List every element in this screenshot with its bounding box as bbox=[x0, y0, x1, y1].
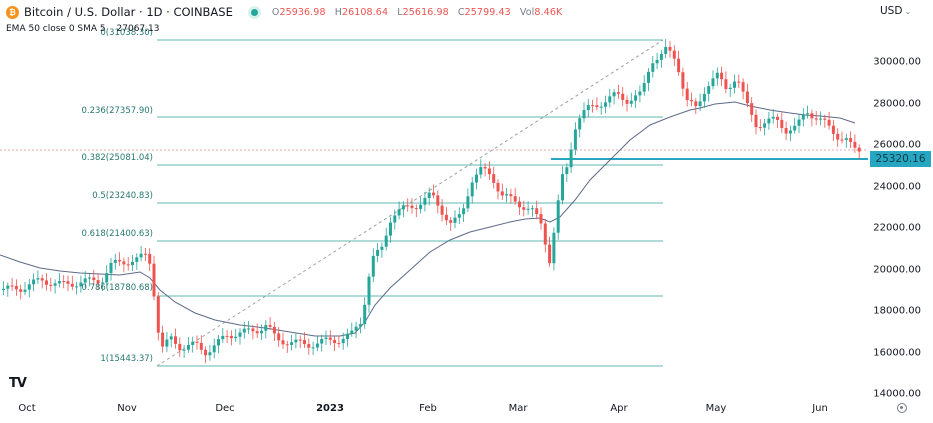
y-label: 28000.00 bbox=[873, 98, 921, 110]
y-label: 26000.00 bbox=[873, 139, 921, 151]
indicator-value: 27067.13 bbox=[116, 24, 160, 34]
fib-label-0786: 0.786(18780.68) bbox=[81, 283, 153, 293]
high-value: 26108.64 bbox=[341, 6, 389, 18]
close-value: 25799.43 bbox=[464, 6, 511, 18]
close-key: C bbox=[457, 6, 465, 18]
x-label: Feb bbox=[419, 403, 437, 414]
x-label: 2023 bbox=[316, 403, 344, 414]
time-axis[interactable]: Oct Nov Dec 2023 Feb Mar Apr May Jun bbox=[0, 398, 933, 423]
indicator-legend[interactable]: EMA 50 close 0 SMA 5 27067.13 bbox=[6, 24, 159, 34]
fib-trendline[interactable] bbox=[156, 39, 664, 367]
x-label: Apr bbox=[610, 403, 628, 414]
fib-label-0618: 0.618(21400.63) bbox=[81, 229, 153, 239]
price-axis[interactable]: 30000.00 28000.00 26000.00 24000.00 2200… bbox=[868, 0, 933, 423]
market-status-icon[interactable] bbox=[250, 8, 258, 16]
currency-label: USD bbox=[880, 5, 903, 17]
y-label: 30000.00 bbox=[873, 56, 921, 68]
y-label: 16000.00 bbox=[873, 347, 921, 359]
x-label: Jun bbox=[812, 403, 828, 414]
settings-gear-icon[interactable] bbox=[897, 403, 907, 413]
fib-label-1: 1(15443.37) bbox=[100, 354, 153, 364]
y-label: 20000.00 bbox=[873, 264, 921, 276]
fib-label-0236: 0.236(27357.90) bbox=[81, 106, 153, 116]
price-chart[interactable] bbox=[0, 0, 868, 398]
high-key: H bbox=[334, 6, 342, 18]
fib-label-05: 0.5(23240.83) bbox=[92, 191, 153, 201]
chevron-down-icon: ⌄ bbox=[904, 7, 912, 16]
x-label: Dec bbox=[215, 403, 235, 414]
x-label: Nov bbox=[117, 403, 137, 414]
y-label: 22000.00 bbox=[873, 222, 921, 234]
currency-selector[interactable]: USD ⌄ bbox=[880, 5, 911, 17]
fib-label-0: 0(31038.30) bbox=[100, 28, 153, 38]
ohlc-values: O25936.98 H26108.64 L25616.98 C25799.43 … bbox=[272, 7, 568, 18]
x-label: May bbox=[705, 403, 727, 414]
bitcoin-icon: ₿ bbox=[6, 5, 19, 19]
low-value: 25616.98 bbox=[402, 6, 449, 18]
x-label: Mar bbox=[508, 403, 528, 414]
symbol-title[interactable]: Bitcoin / U.S. Dollar · 1D · COINBASE bbox=[24, 5, 233, 19]
x-label: Oct bbox=[18, 403, 36, 414]
y-label: 18000.00 bbox=[873, 305, 921, 317]
indicator-label: EMA 50 close 0 SMA 5 bbox=[6, 24, 106, 34]
chart-header: ₿ Bitcoin / U.S. Dollar · 1D · COINBASE … bbox=[0, 0, 870, 40]
low-key: L bbox=[397, 6, 403, 18]
y-label: 24000.00 bbox=[873, 181, 921, 193]
volume-key: Vol bbox=[519, 6, 535, 18]
tradingview-logo-icon[interactable]: TV bbox=[9, 376, 27, 391]
open-value: 25936.98 bbox=[279, 6, 326, 18]
support-price-tag: 25320.16 bbox=[870, 151, 931, 167]
ema-50-line bbox=[0, 101, 856, 337]
open-key: O bbox=[271, 6, 280, 18]
y-label: 14000.00 bbox=[873, 388, 921, 400]
fib-label-0382: 0.382(25081.04) bbox=[81, 153, 153, 163]
volume-value: 8.46K bbox=[534, 6, 563, 18]
candlesticks[interactable] bbox=[2, 39, 861, 364]
